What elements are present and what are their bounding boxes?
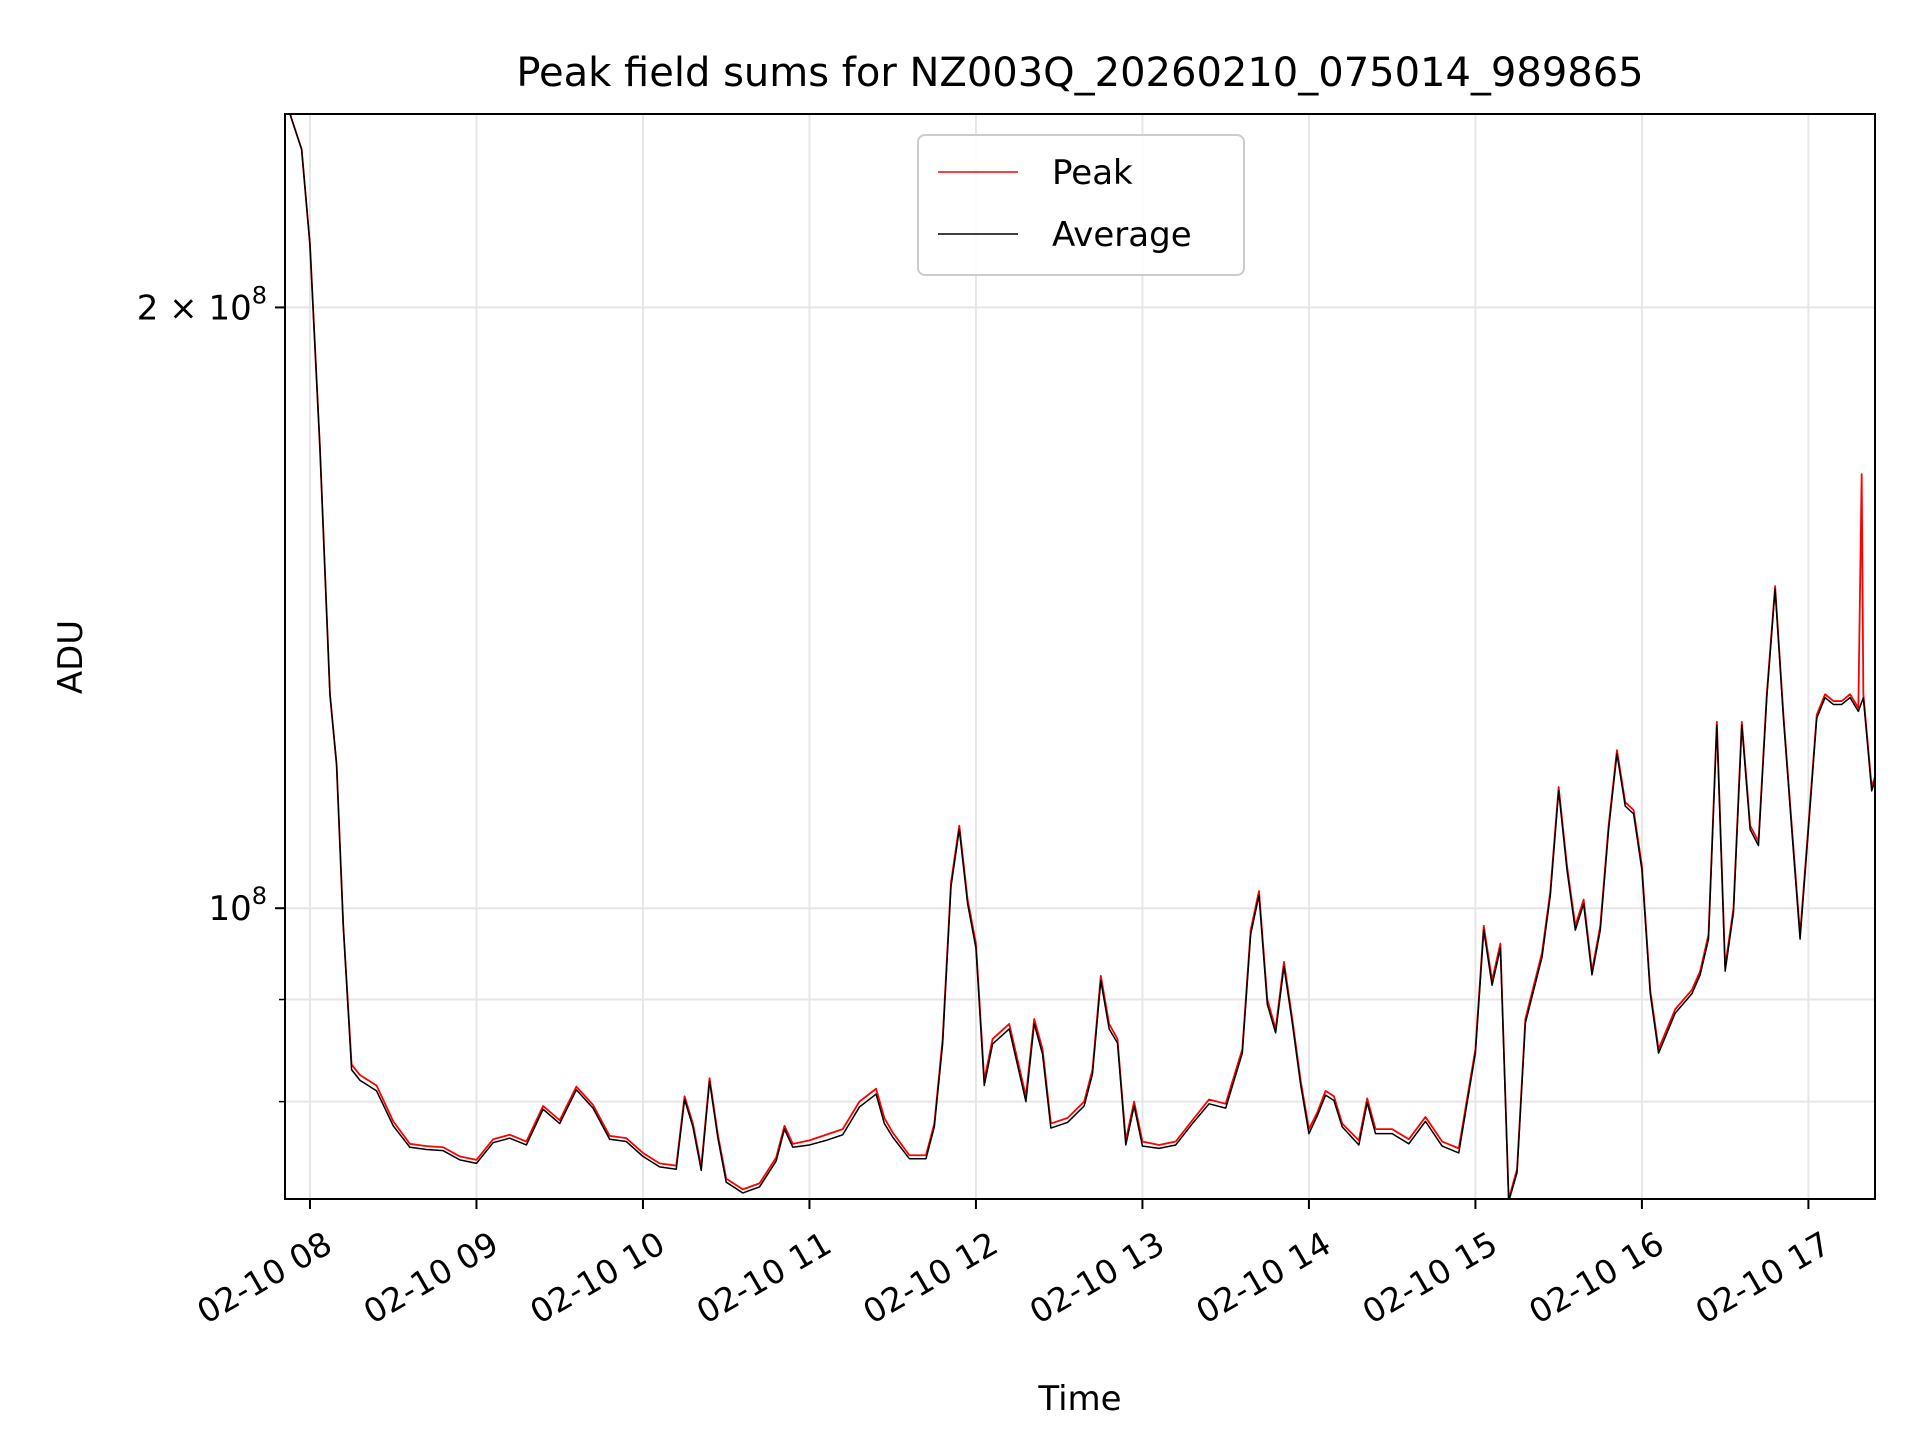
series-line-average <box>289 114 1875 1199</box>
y-tick-label: 2 × 108 <box>137 281 267 328</box>
y-axis-label: ADU <box>51 620 91 694</box>
legend-label-peak: Peak <box>1052 153 1133 193</box>
x-axis-label: Time <box>1037 1379 1121 1419</box>
chart-title: Peak field sums for NZ003Q_20260210_0750… <box>516 50 1643 96</box>
legend: Peak Average <box>917 134 1245 276</box>
plot-frame <box>284 113 1876 1200</box>
legend-box <box>917 134 1245 276</box>
grid-lines <box>285 114 1875 1199</box>
series-layer <box>289 114 1875 1199</box>
legend-label-average: Average <box>1052 215 1192 255</box>
